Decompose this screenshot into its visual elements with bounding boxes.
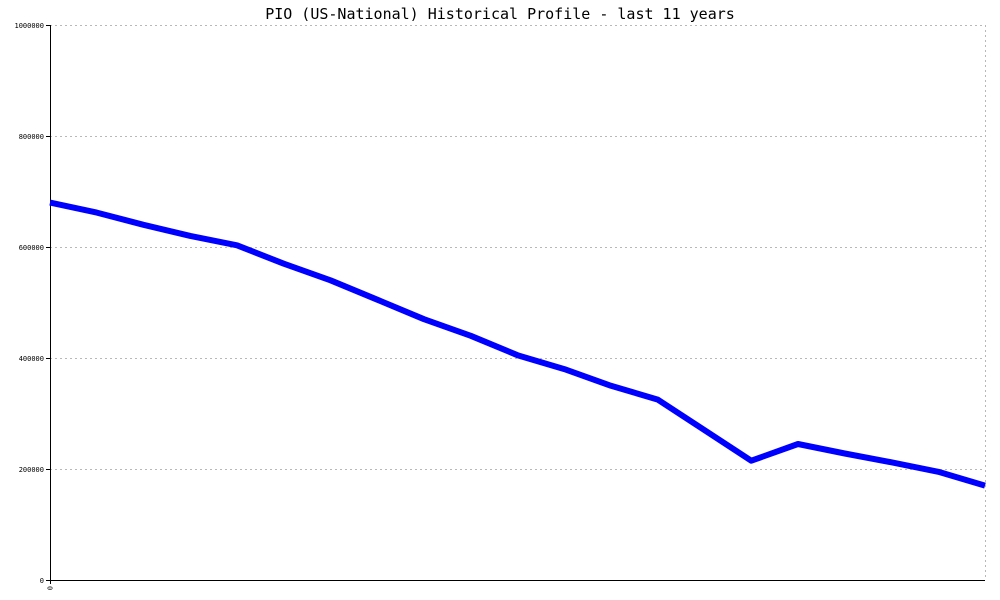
- chart-title: PIO (US-National) Historical Profile - l…: [265, 5, 735, 23]
- series-line: [49, 199, 986, 489]
- y-tick-label: 600000: [19, 244, 44, 252]
- series-layer: [49, 199, 986, 489]
- y-tick-label: 400000: [19, 355, 44, 363]
- axes: [46, 25, 985, 584]
- y-tick-label: 800000: [19, 133, 44, 141]
- y-tick-label: 200000: [19, 466, 44, 474]
- x-tick-label: 0: [47, 586, 55, 590]
- tick-labels: 0 200000 400000 600000 800000 1000000 0: [14, 22, 54, 590]
- y-tick-label: 0: [40, 577, 44, 585]
- grid-lines: [50, 25, 986, 580]
- y-tick-label: 1000000: [14, 22, 44, 30]
